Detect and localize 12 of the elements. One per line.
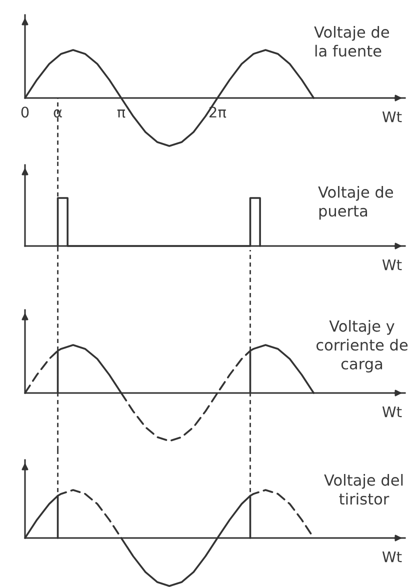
x-axis-title: Wt	[382, 111, 402, 122]
chart-title: Voltaje del tiristor	[324, 474, 403, 505]
x-tick-label: π	[117, 109, 126, 118]
x-tick-label: α	[54, 109, 62, 118]
x-tick-label: 2π	[209, 106, 226, 118]
chart-title: Voltaje de puerta	[318, 186, 393, 220]
chart-title: Voltaje de la fuente	[314, 26, 389, 57]
x-tick-label: 0	[21, 106, 29, 118]
x-axis-title: Wt	[382, 551, 402, 562]
chart-title: Voltaje y corriente de carga	[316, 320, 408, 372]
x-axis-title: Wt	[382, 259, 402, 270]
x-axis-title: Wt	[382, 406, 402, 418]
